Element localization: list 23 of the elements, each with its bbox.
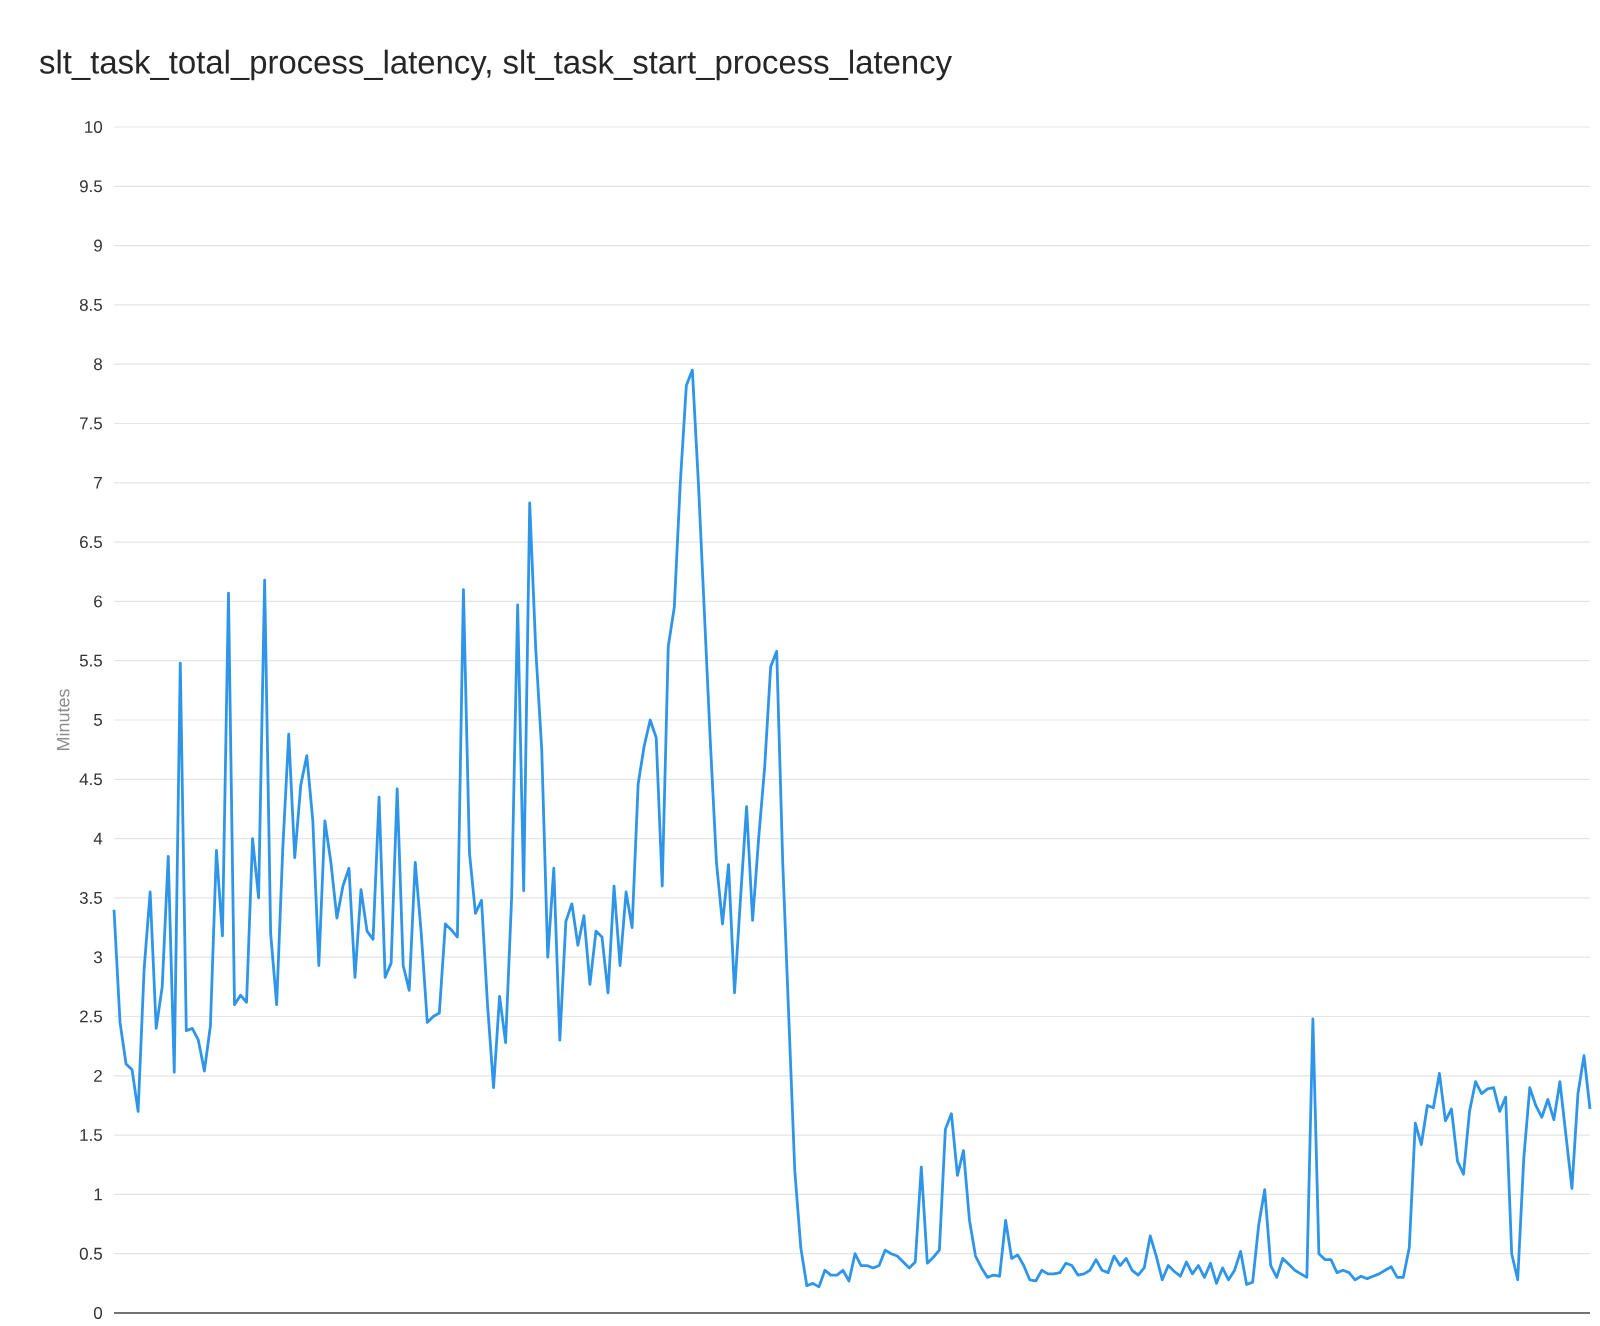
y-tick-label: 7.5	[80, 417, 103, 430]
y-tick-label: 6.5	[80, 536, 103, 549]
y-tick-label: 10	[85, 121, 103, 134]
y-tick-label: 3	[93, 951, 102, 964]
chart-title: slt_task_total_process_latency, slt_task_start_process_latency	[39, 49, 952, 81]
y-tick-label: 6	[94, 595, 102, 608]
y-tick-label: 1.5	[80, 1129, 103, 1142]
y-tick-label: 2.5	[80, 1010, 103, 1023]
y-tick-label: 9	[94, 239, 102, 252]
y-tick-label: 8	[94, 358, 102, 371]
y-tick-label: 4.5	[79, 773, 103, 786]
y-tick-label: 3.5	[79, 892, 103, 905]
y-tick-label: 2	[94, 1070, 102, 1082]
y-tick-label: 4	[93, 832, 103, 845]
y-tick-label: 0	[93, 1307, 103, 1320]
y-tick-label: 9.5	[79, 180, 103, 193]
y-axis-title: Minutes	[56, 689, 70, 751]
y-tick-label: 1	[94, 1188, 102, 1201]
y-tick-label: 5.5	[79, 654, 103, 667]
y-tick-label: 7	[94, 477, 102, 489]
y-tick-label: 0.5	[79, 1247, 103, 1260]
y-tick-label: 5	[93, 714, 103, 727]
y-tick-label: 8.5	[79, 299, 103, 312]
